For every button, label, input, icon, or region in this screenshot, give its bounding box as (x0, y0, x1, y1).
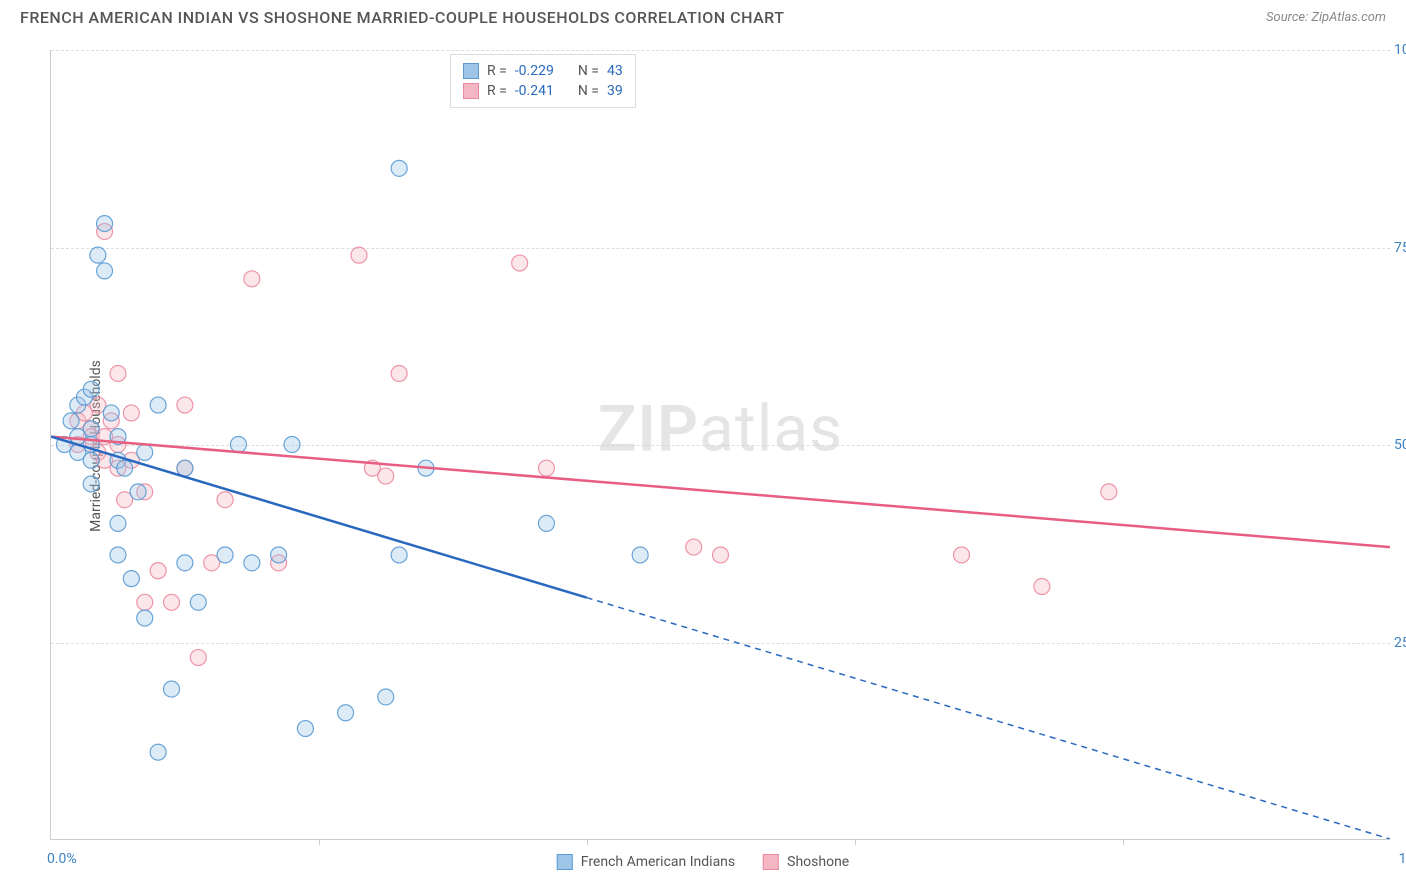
swatch-french (557, 854, 573, 870)
legend-row-french: R = -0.229 N = 43 (463, 61, 623, 81)
swatch-shoshone (463, 83, 479, 99)
data-point (150, 397, 166, 413)
data-point (271, 547, 287, 563)
legend-row-shoshone: R = -0.241 N = 39 (463, 81, 623, 101)
data-point (110, 515, 126, 531)
data-point (130, 484, 146, 500)
data-point (244, 271, 260, 287)
data-point (297, 721, 313, 737)
data-point (713, 547, 729, 563)
data-point (90, 247, 106, 263)
data-point (137, 610, 153, 626)
data-point (244, 555, 260, 571)
source-label: Source: ZipAtlas.com (1266, 10, 1386, 25)
data-point (117, 460, 133, 476)
data-point (103, 405, 119, 421)
data-point (97, 216, 113, 232)
legend-series: French American Indians Shoshone (557, 854, 849, 870)
n-value-shoshone: 39 (607, 83, 623, 99)
data-point (190, 650, 206, 666)
swatch-shoshone (763, 854, 779, 870)
data-point (230, 437, 246, 453)
data-point (177, 555, 193, 571)
data-point (391, 366, 407, 382)
n-value-french: 43 (607, 63, 623, 79)
r-value-french: -0.229 (515, 63, 554, 79)
data-point (110, 547, 126, 563)
y-tick-label: 25.0% (1394, 635, 1406, 651)
data-point (177, 397, 193, 413)
data-point (83, 381, 99, 397)
data-point (351, 247, 367, 263)
legend-correlation: R = -0.229 N = 43 R = -0.241 N = 39 (450, 54, 636, 108)
legend-item-french: French American Indians (557, 854, 735, 870)
data-point (164, 681, 180, 697)
data-point (83, 421, 99, 437)
y-tick-label: 100.0% (1394, 42, 1406, 58)
data-point (512, 255, 528, 271)
n-label: N = (578, 83, 599, 99)
n-label: N = (578, 63, 599, 79)
legend-label-shoshone: Shoshone (787, 854, 849, 870)
r-value-shoshone: -0.241 (515, 83, 554, 99)
data-point (378, 468, 394, 484)
data-point (538, 515, 554, 531)
data-point (137, 594, 153, 610)
data-point (123, 571, 139, 587)
trend-line (51, 437, 1390, 547)
r-label: R = (487, 63, 507, 79)
data-point (190, 594, 206, 610)
data-point (164, 594, 180, 610)
trend-line-extension (587, 598, 1390, 839)
data-point (83, 476, 99, 492)
legend-item-shoshone: Shoshone (763, 854, 849, 870)
data-point (177, 460, 193, 476)
plot-area: ZIPatlas 25.0%50.0%75.0%100.0% 0.0% 100.… (50, 50, 1390, 840)
data-point (123, 405, 139, 421)
swatch-french (463, 63, 479, 79)
r-label: R = (487, 83, 507, 99)
data-point (284, 437, 300, 453)
data-point (150, 563, 166, 579)
data-point (83, 452, 99, 468)
data-point (1034, 579, 1050, 595)
y-tick-label: 50.0% (1394, 437, 1406, 453)
data-point (217, 547, 233, 563)
x-tick-label-max: 100.0% (1399, 851, 1406, 867)
x-tick-label-min: 0.0% (47, 851, 77, 867)
data-point (110, 366, 126, 382)
chart-title: FRENCH AMERICAN INDIAN VS SHOSHONE MARRI… (20, 8, 784, 27)
data-point (378, 689, 394, 705)
data-point (391, 547, 407, 563)
data-point (97, 263, 113, 279)
data-point (63, 413, 79, 429)
data-point (150, 744, 166, 760)
data-point (1101, 484, 1117, 500)
data-point (137, 444, 153, 460)
data-point (686, 539, 702, 555)
data-point (954, 547, 970, 563)
data-point (632, 547, 648, 563)
plot-svg (51, 50, 1390, 839)
data-point (391, 160, 407, 176)
y-tick-label: 75.0% (1394, 240, 1406, 256)
data-point (538, 460, 554, 476)
data-point (338, 705, 354, 721)
data-point (217, 492, 233, 508)
legend-label-french: French American Indians (581, 854, 735, 870)
